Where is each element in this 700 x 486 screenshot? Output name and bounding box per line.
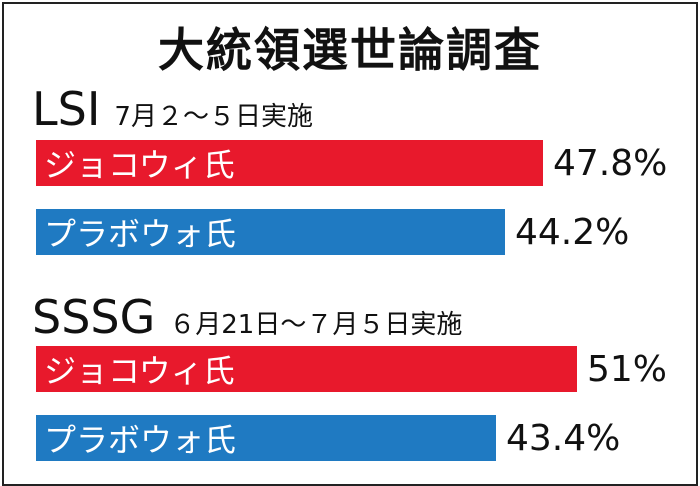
bar-prabowo-lsi: プラボウォ氏 bbox=[36, 209, 505, 255]
bar-label: プラボウォ氏 bbox=[44, 421, 237, 459]
pollster-name: LSI bbox=[32, 82, 101, 136]
bar-label: ジョコウィ氏 bbox=[44, 146, 235, 184]
bar-label: プラボウォ氏 bbox=[44, 215, 237, 253]
survey-period: 7月２～５日実施 bbox=[114, 102, 313, 132]
value-label-jokowi-sssg: 51% bbox=[587, 348, 668, 390]
survey-period: ６月21日～７月５日実施 bbox=[169, 310, 463, 340]
bar-jokowi-lsi: ジョコウィ氏 bbox=[36, 140, 543, 186]
survey-header-lsi: LSI 7月２～５日実施 bbox=[32, 82, 313, 136]
bar-jokowi-sssg: ジョコウィ氏 bbox=[36, 346, 577, 392]
bar-label: ジョコウィ氏 bbox=[44, 352, 235, 390]
value-label-prabowo-sssg: 43.4% bbox=[506, 417, 621, 459]
bar-prabowo-sssg: プラボウォ氏 bbox=[36, 415, 496, 461]
chart-title: 大統領選世論調査 bbox=[158, 23, 542, 77]
survey-header-sssg: SSSG ６月21日～７月５日実施 bbox=[32, 290, 462, 344]
value-label-jokowi-lsi: 47.8% bbox=[553, 142, 668, 184]
pollster-name: SSSG bbox=[32, 290, 156, 344]
value-label-prabowo-lsi: 44.2% bbox=[515, 211, 630, 253]
